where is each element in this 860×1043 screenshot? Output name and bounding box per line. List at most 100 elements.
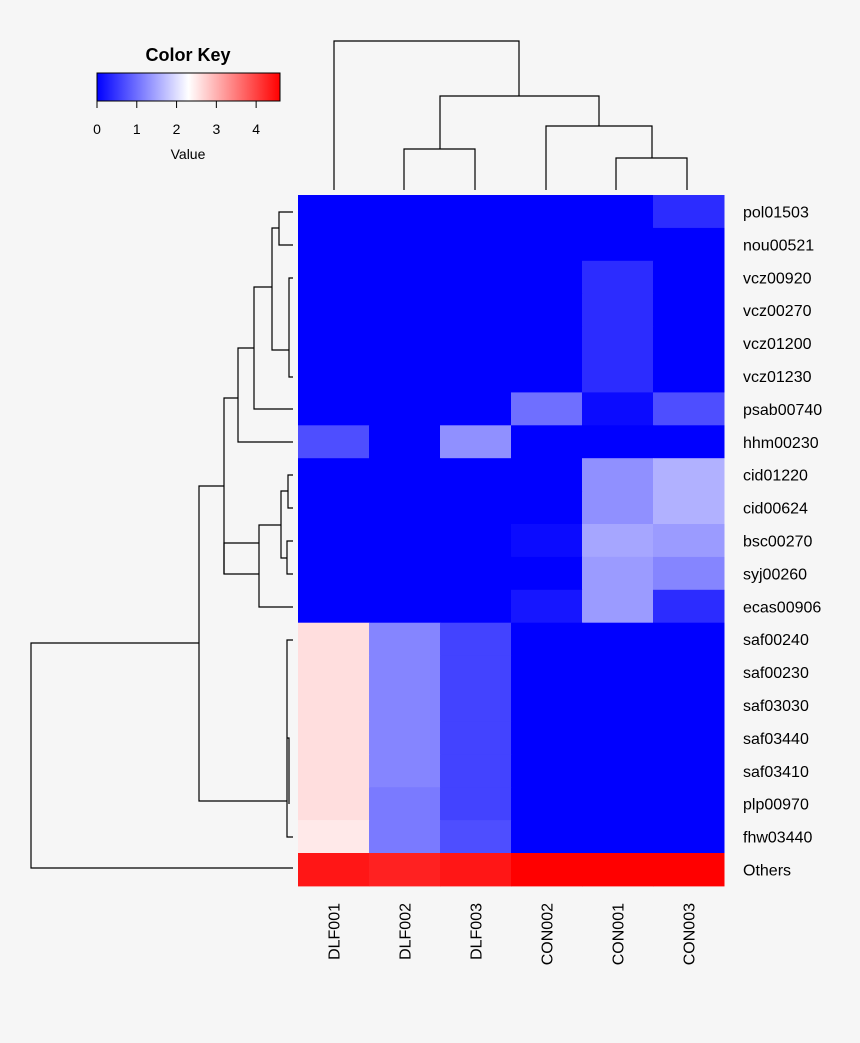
row-dendro-bsc-syj — [286, 540, 293, 575]
heatmap-cell — [511, 293, 583, 328]
row-label: saf03410 — [743, 764, 809, 781]
color-key-tick-label: 4 — [252, 121, 260, 137]
heatmap-cell — [653, 820, 725, 854]
heatmap-cell — [298, 392, 370, 426]
heatmap-cell — [653, 721, 725, 755]
heatmap-cell — [440, 754, 512, 788]
heatmap-cell — [298, 622, 370, 657]
row-dendro-saf-inner — [287, 737, 290, 804]
heatmap-cell — [298, 754, 370, 788]
heatmap-cell — [653, 425, 725, 459]
heatmap-cell — [582, 326, 654, 360]
row-dendro-cid-group — [258, 524, 293, 608]
heatmap-cell — [582, 721, 654, 755]
column-label: CON003 — [682, 903, 699, 965]
heatmap-cell — [582, 260, 654, 295]
heatmap-cell — [298, 293, 370, 328]
heatmap-cell — [653, 787, 725, 821]
color-key-tick-label: 2 — [173, 121, 181, 137]
heatmap-cell — [298, 458, 370, 492]
heatmap-cell — [511, 195, 583, 229]
heatmap-cell — [369, 326, 441, 360]
row-label: Others — [743, 862, 791, 879]
heatmap-cell — [653, 195, 725, 229]
column-label: CON002 — [540, 903, 557, 965]
row-labels: pol01503 nou00521 vcz00920 vcz00270 vcz01200… — [743, 204, 822, 879]
col-dendro-con-inner — [615, 157, 688, 190]
heatmap-cell — [369, 622, 441, 657]
heatmap-cell — [369, 195, 441, 229]
heatmap-cell — [511, 491, 583, 525]
heatmap-cell — [369, 688, 441, 722]
column-label: DLF002 — [398, 903, 415, 960]
heatmap-cell — [511, 853, 583, 887]
heatmap-cell — [582, 293, 654, 328]
heatmap-cell — [582, 655, 654, 689]
row-label: syj00260 — [743, 566, 807, 583]
heatmap-cell — [582, 787, 654, 821]
heatmap-cell — [440, 622, 512, 657]
heatmap-cell — [440, 853, 512, 887]
heatmap-cell — [298, 359, 370, 393]
heatmap-cell — [653, 260, 725, 295]
row-label: saf00240 — [743, 632, 809, 649]
heatmap-cell — [440, 688, 512, 722]
heatmap-cell — [298, 556, 370, 591]
heatmap-cell — [440, 589, 512, 624]
color-key-value-label: Value — [171, 146, 206, 162]
heatmap-cell — [440, 359, 512, 393]
heatmap-cell — [653, 589, 725, 624]
heatmap-cell — [369, 227, 441, 262]
row-label: nou00521 — [743, 237, 814, 254]
heatmap-cell — [369, 491, 441, 525]
row-label: bsc00270 — [743, 533, 812, 550]
color-key-tick-label: 1 — [133, 121, 141, 137]
color-key: Color Key 0 1 2 3 4 Value — [93, 45, 281, 162]
row-label: fhw03440 — [743, 830, 812, 847]
heatmap-cell — [440, 260, 512, 295]
heatmap-cell — [369, 359, 441, 393]
row-label: psab00740 — [743, 402, 822, 419]
row-dendro-vcz-pol — [271, 227, 289, 351]
color-key-bar — [96, 72, 281, 102]
heatmap-cell — [511, 425, 583, 459]
heatmap-cell — [511, 622, 583, 657]
row-label: vcz01200 — [743, 336, 812, 353]
row-label: cid01220 — [743, 468, 808, 485]
heatmap-cell — [582, 853, 654, 887]
heatmap-cell — [511, 359, 583, 393]
heatmap-cell — [653, 524, 725, 558]
heatmap-cell — [369, 293, 441, 328]
row-label: ecas00906 — [743, 599, 821, 616]
heatmap-cell — [653, 392, 725, 426]
heatmap-cell — [369, 853, 441, 887]
col-dendro-dlf-merge — [403, 148, 476, 190]
column-label: CON001 — [611, 903, 628, 965]
heatmap-cell — [440, 293, 512, 328]
heatmap-cell — [298, 195, 370, 229]
heatmap-cell — [369, 458, 441, 492]
color-key-tick-label: 3 — [212, 121, 220, 137]
heatmap-cell — [582, 425, 654, 459]
heatmap-cell — [369, 556, 441, 591]
heatmap-cell — [298, 787, 370, 821]
heatmap-cell — [298, 688, 370, 722]
heatmap-cell — [511, 655, 583, 689]
heatmap-cell — [369, 655, 441, 689]
row-dendro-ecas — [223, 542, 259, 574]
heatmap-cell — [298, 260, 370, 295]
heatmap-cell — [440, 491, 512, 525]
heatmap-cell — [440, 392, 512, 426]
heatmap-cell — [369, 392, 441, 426]
heatmap-cell — [511, 326, 583, 360]
row-label: vcz00270 — [743, 303, 812, 320]
row-label: saf03440 — [743, 731, 809, 748]
heatmap-cell — [582, 820, 654, 854]
row-dendro-blue-block — [223, 397, 259, 575]
heatmap-cell — [369, 589, 441, 624]
heatmap-cell — [369, 425, 441, 459]
heatmap-cell — [440, 227, 512, 262]
heatmap-cell — [369, 260, 441, 295]
heatmap-cell — [582, 524, 654, 558]
row-label: plp00970 — [743, 797, 809, 814]
